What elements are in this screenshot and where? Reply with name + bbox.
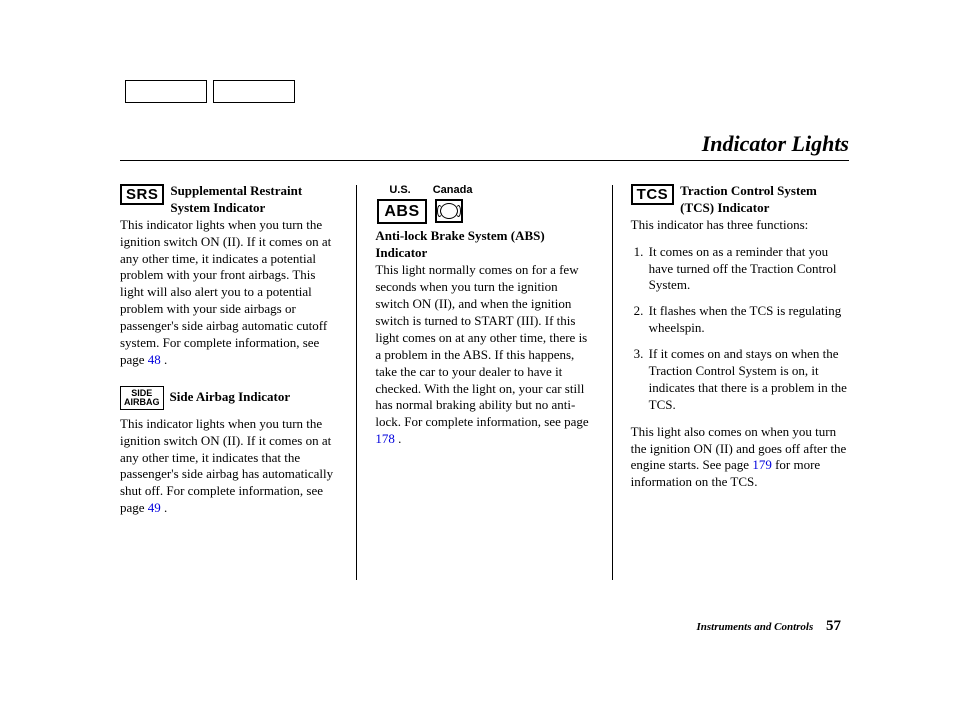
abs-body-text: This light normally comes on for a few s… [375, 262, 588, 429]
column-divider-1 [356, 185, 357, 580]
side-body-after: . [161, 500, 168, 515]
srs-pageref-link[interactable]: 48 [148, 352, 161, 367]
tcs-item-1: It comes on as a reminder that you have … [647, 244, 849, 295]
tcs-pageref-link[interactable]: 179 [752, 457, 772, 472]
tcs-heading: Traction Control System (TCS) Indicator [680, 183, 849, 217]
column-divider-2 [612, 185, 613, 580]
column-1: SRS Supplemental Restraint System Indica… [120, 183, 338, 580]
page-title: Indicator Lights [702, 131, 849, 156]
top-button-row [125, 80, 849, 103]
side-airbag-badge-icon: SIDE AIRBAG [120, 386, 164, 410]
srs-body: This indicator lights when you turn the … [120, 217, 338, 369]
top-button-1[interactable] [125, 80, 207, 103]
srs-badge-icon: SRS [120, 184, 164, 205]
tcs-intro: This indicator has three functions: [631, 217, 849, 234]
page-footer: Instruments and Controls 57 [696, 618, 841, 635]
tcs-outro: This light also comes on when you turn t… [631, 424, 849, 492]
abs-heading: Anti-lock Brake System (ABS) Indicator [375, 228, 593, 262]
abs-region-labels: U.S. Canada [375, 183, 593, 197]
column-2: U.S. Canada ABS Anti-lock Brake System (… [375, 183, 593, 580]
side-badge-line2: AIRBAG [124, 397, 160, 407]
top-button-2[interactable] [213, 80, 295, 103]
side-airbag-body: This indicator lights when you turn the … [120, 416, 338, 517]
srs-heading: Supplemental Restraint System Indicator [170, 183, 338, 217]
srs-body-after: . [161, 352, 168, 367]
footer-page-number: 57 [826, 618, 841, 634]
content-columns: SRS Supplemental Restraint System Indica… [120, 183, 849, 580]
tcs-item-3: If it comes on and stays on when the Tra… [647, 346, 849, 414]
abs-pageref-link[interactable]: 178 [375, 431, 395, 446]
abs-label-canada: Canada [433, 183, 473, 197]
side-pageref-link[interactable]: 49 [148, 500, 161, 515]
abs-icon-row: ABS [375, 199, 593, 224]
abs-label-us: U.S. [389, 183, 410, 197]
srs-body-text: This indicator lights when you turn the … [120, 217, 331, 367]
abs-canada-inner-icon [440, 203, 458, 219]
title-row: Indicator Lights [120, 131, 849, 161]
side-airbag-heading: Side Airbag Indicator [170, 385, 339, 406]
tcs-function-list: It comes on as a reminder that you have … [631, 244, 849, 414]
column-3: TCS Traction Control System (TCS) Indica… [631, 183, 849, 580]
side-airbag-section: SIDE AIRBAG Side Airbag Indicator This i… [120, 385, 338, 517]
srs-section: SRS Supplemental Restraint System Indica… [120, 183, 338, 369]
tcs-item-2: It flashes when the TCS is regulating wh… [647, 303, 849, 337]
footer-section-label: Instruments and Controls [696, 621, 813, 633]
manual-page: Indicator Lights SRS Supplemental Restra… [0, 0, 954, 620]
abs-body-after: . [395, 431, 402, 446]
abs-body: This light normally comes on for a few s… [375, 262, 593, 448]
tcs-badge-icon: TCS [631, 184, 675, 205]
abs-us-icon: ABS [377, 199, 426, 224]
abs-canada-icon [435, 199, 463, 223]
